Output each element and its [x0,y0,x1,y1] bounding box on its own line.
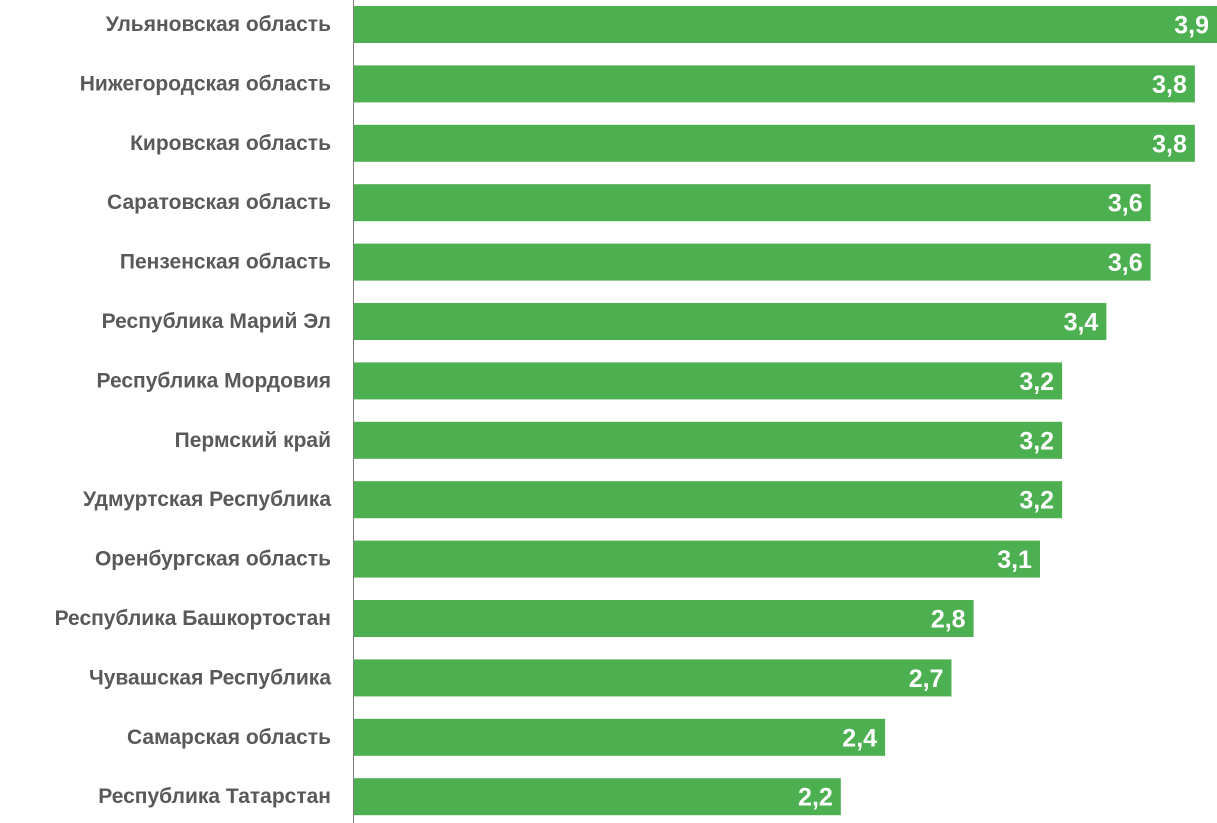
category-label: Республика Мордовия [96,369,331,392]
value-label: 3,2 [1019,487,1054,515]
category-label: Удмуртская Республика [83,488,331,511]
value-label: 3,2 [1019,427,1054,455]
value-label: 3,9 [1174,12,1209,40]
category-label: Пермский край [175,429,331,452]
value-label: 2,4 [842,724,877,752]
value-label: 3,2 [1019,368,1054,396]
category-label: Оренбургская область [95,548,331,571]
category-label: Пензенская область [120,251,331,274]
category-label: Республика Башкортостан [55,607,331,630]
bar [354,6,1217,43]
bar [354,124,1195,162]
value-label: 3,4 [1064,309,1099,337]
bar [354,421,1063,459]
value-label: 3,6 [1108,249,1143,277]
category-label: Чувашская Республика [89,666,331,689]
category-labels: Ульяновская область Нижегородская область… [55,13,332,808]
category-label: Республика Марий Эл [102,310,331,333]
value-label: 3,1 [997,546,1032,574]
category-label: Самарская область [127,726,331,749]
bar [354,243,1151,281]
bar [354,540,1040,578]
value-label: 2,7 [909,665,944,693]
category-label: Нижегородская область [80,72,331,95]
category-label: Саратовская область [107,191,331,214]
value-labels: 3,9 3,8 3,8 3,6 3,6 3,4 3,2 3,2 3,2 3,1 2,8 2,7 2,4 2… [798,12,1209,812]
bar [354,659,952,697]
value-label: 2,2 [798,784,833,812]
bar [354,65,1195,103]
bar [354,778,841,816]
bars-layer [354,6,1217,816]
value-label: 3,6 [1108,190,1143,218]
category-label: Ульяновская область [106,13,331,36]
bar [354,362,1063,400]
bar [354,600,974,637]
value-label: 3,8 [1152,130,1187,158]
bar [354,184,1151,222]
bar [354,481,1063,519]
value-label: 2,8 [931,606,966,634]
value-label: 3,8 [1152,71,1187,99]
category-label: Кировская область [130,132,331,155]
category-label: Республика Татарстан [98,785,331,808]
bar [354,303,1107,340]
bar [354,718,886,756]
